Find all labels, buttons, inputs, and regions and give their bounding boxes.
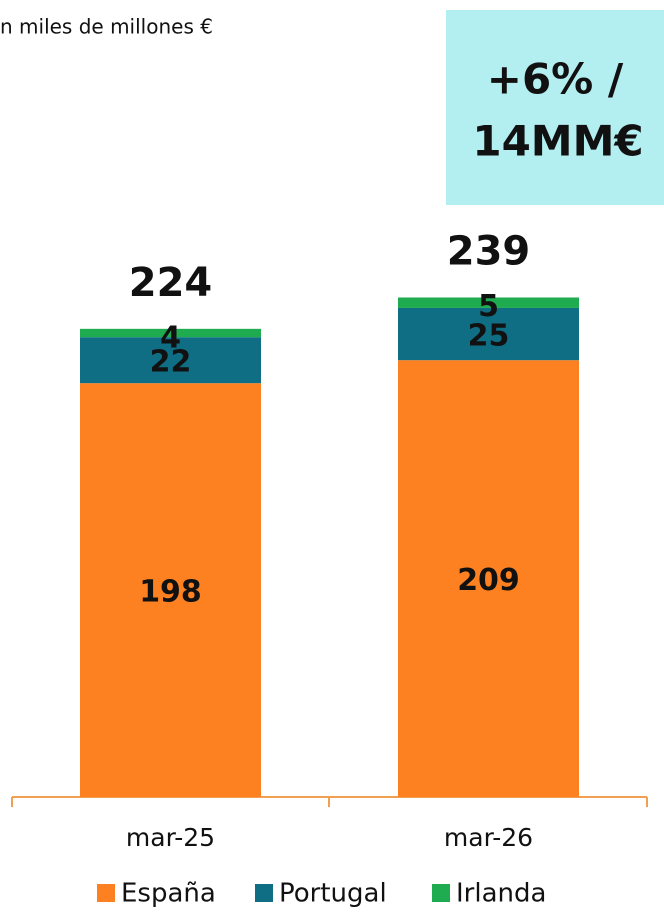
bar-segment bbox=[398, 297, 579, 308]
legend-swatch bbox=[255, 884, 273, 902]
legend-label: España bbox=[121, 879, 216, 909]
annotation-box bbox=[446, 10, 664, 205]
x-tick-label: mar-25 bbox=[126, 823, 215, 852]
bar-segment bbox=[80, 337, 261, 384]
bar-segment bbox=[398, 360, 579, 797]
total-label: 239 bbox=[447, 228, 531, 274]
chart-subtitle: n miles de millones € bbox=[0, 15, 213, 39]
data-label: 4 bbox=[160, 320, 181, 355]
annotation: +6% / bbox=[487, 55, 624, 104]
legend-swatch bbox=[97, 884, 115, 902]
bar-segment bbox=[80, 383, 261, 797]
data-label: 25 bbox=[468, 319, 510, 354]
data-label: 5 bbox=[478, 289, 499, 324]
legend-swatch bbox=[432, 884, 450, 902]
total-label: 224 bbox=[129, 260, 213, 306]
x-tick-label: mar-26 bbox=[444, 823, 533, 852]
data-label: 209 bbox=[457, 563, 520, 598]
annotation: 14MM€ bbox=[472, 117, 643, 166]
legend-label: Irlanda bbox=[456, 879, 546, 909]
legend-label: Portugal bbox=[279, 879, 387, 909]
data-label: 22 bbox=[150, 345, 192, 380]
bar-segment bbox=[80, 328, 261, 338]
bar-segment bbox=[398, 307, 579, 361]
data-label: 198 bbox=[139, 575, 202, 610]
